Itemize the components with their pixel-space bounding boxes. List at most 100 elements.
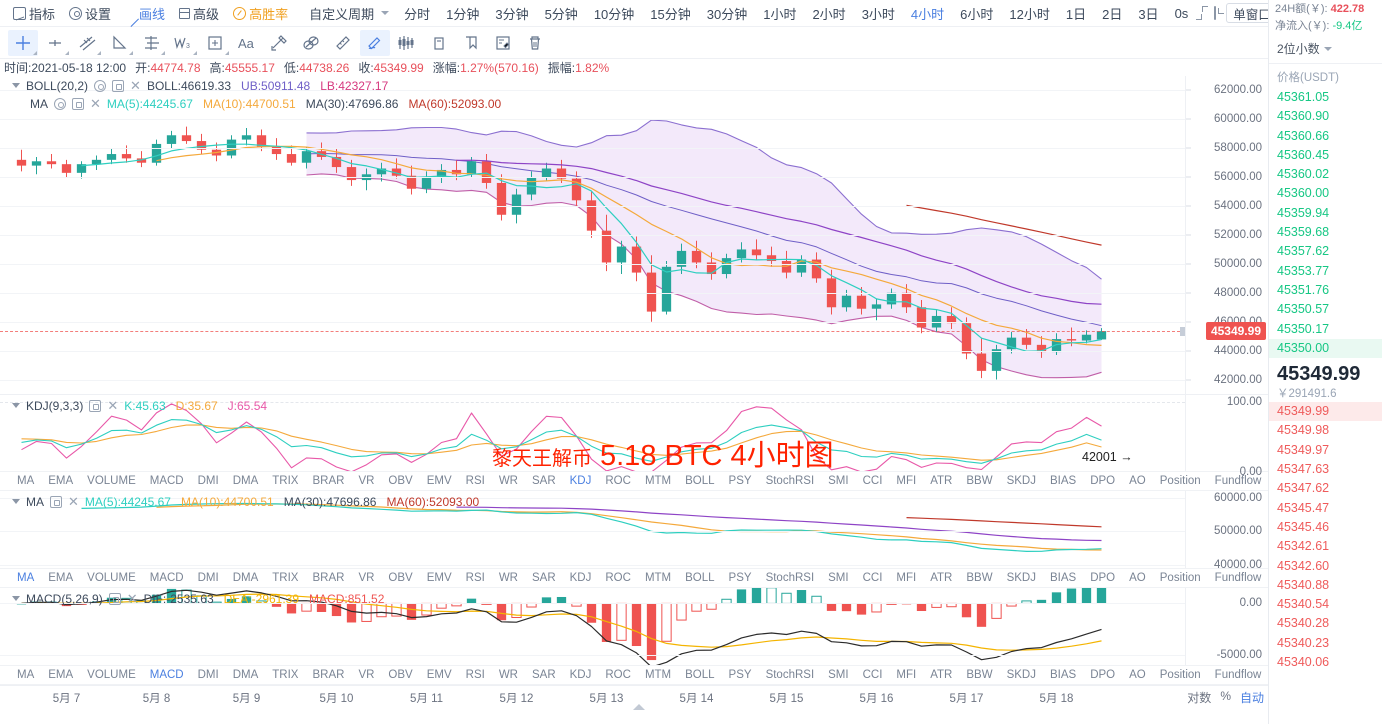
bid-row[interactable]: 45340.23 [1277, 635, 1330, 650]
indicator-tab-atr[interactable]: ATR [930, 572, 953, 584]
indicator-tab-trix[interactable]: TRIX [272, 669, 299, 681]
menu-winrate[interactable]: 高胜率 [226, 0, 295, 27]
note-tool[interactable] [488, 30, 518, 56]
indicator-tab-rsi[interactable]: RSI [465, 475, 485, 487]
indicator-tab-mfi[interactable]: MFI [896, 475, 917, 487]
indicator-tab-volume[interactable]: VOLUME [87, 669, 136, 681]
indicator-tab-vr[interactable]: VR [358, 475, 375, 487]
indicator-tab-position[interactable]: Position [1159, 669, 1201, 681]
timeframe-15[interactable]: 3日 [1138, 6, 1159, 22]
indicator-tab-volume[interactable]: VOLUME [87, 475, 136, 487]
parallel-channel-tool[interactable] [72, 30, 102, 56]
menu-drawline[interactable]: 画线 [118, 0, 172, 27]
axis-option-auto[interactable]: 自动 [1239, 691, 1264, 705]
bid-row[interactable]: 45342.60 [1277, 558, 1330, 573]
timeframe-1[interactable]: 1分钟 [446, 6, 480, 22]
timeframe-10[interactable]: 4小时 [910, 6, 945, 22]
indicator-tab-mtm[interactable]: MTM [644, 669, 672, 681]
fibonacci-retracement-tool[interactable] [136, 30, 166, 56]
text-tool[interactable]: Aa [232, 30, 262, 56]
indicator-tab-dmi[interactable]: DMI [197, 475, 219, 487]
freehand-draw-tool[interactable] [360, 29, 390, 56]
refresh-interval[interactable]: 0s [1174, 5, 1189, 21]
indicator-tab-dma[interactable]: DMA [232, 475, 259, 487]
macd-settings-icon[interactable] [108, 592, 121, 605]
ask-row[interactable]: 45350.17 [1277, 321, 1330, 336]
indicator-tab-sar[interactable]: SAR [531, 572, 556, 584]
ask-row[interactable]: 45350.00 [1269, 338, 1382, 359]
indicator-tab-roc[interactable]: ROC [605, 475, 631, 487]
bid-row[interactable]: 45340.54 [1277, 597, 1330, 612]
indicator-tab-atr[interactable]: ATR [930, 669, 953, 681]
indicator-tab-bias[interactable]: BIAS [1049, 475, 1077, 487]
submenu-arrow-icon[interactable] [161, 50, 165, 55]
indicator-tab-sar[interactable]: SAR [531, 475, 556, 487]
indicator-tab-emv[interactable]: EMV [426, 669, 452, 681]
ma-pane-settings-icon[interactable] [50, 495, 62, 508]
indicator-tab-wr[interactable]: WR [498, 475, 518, 487]
indicator-tab-fundflow[interactable]: Fundflow [1214, 669, 1262, 681]
indicator-tab-ao[interactable]: AO [1129, 669, 1146, 681]
indicator-tab-stochrsi[interactable]: StochRSI [765, 669, 815, 681]
boll-settings-icon[interactable] [112, 79, 125, 92]
add-window-icon[interactable] [1214, 6, 1225, 20]
indicator-tab-bbw[interactable]: BBW [966, 669, 993, 681]
indicator-tab-ema[interactable]: EMA [48, 669, 74, 681]
indicator-tab-kdj[interactable]: KDJ [569, 669, 592, 681]
indicator-tab-vr[interactable]: VR [358, 669, 375, 681]
indicator-tab-smi[interactable]: SMI [828, 475, 849, 487]
indicator-tab-sar[interactable]: SAR [531, 669, 556, 681]
bid-row[interactable]: 45345.47 [1277, 500, 1330, 515]
indicator-tab-bbw[interactable]: BBW [966, 475, 993, 487]
indicator-tab-dmi[interactable]: DMI [197, 572, 219, 584]
indicator-tab-atr[interactable]: ATR [930, 475, 953, 487]
triangle-tool[interactable] [104, 30, 134, 56]
ask-row[interactable]: 45353.77 [1277, 263, 1330, 278]
indicator-tab-wr[interactable]: WR [498, 669, 518, 681]
indicator-tab-skdj[interactable]: SKDJ [1006, 572, 1036, 584]
indicator-tab-trix[interactable]: TRIX [272, 572, 299, 584]
ask-row[interactable]: 45359.68 [1277, 225, 1330, 240]
indicator-tab-brar[interactable]: BRAR [312, 572, 345, 584]
trash-tool[interactable] [520, 30, 550, 56]
indicator-tab-ma[interactable]: MA [17, 669, 35, 681]
indicator-tab-roc[interactable]: ROC [605, 669, 631, 681]
rectangle-tool[interactable] [200, 30, 230, 56]
ask-row[interactable]: 45350.57 [1277, 302, 1330, 317]
indicator-tab-dmi[interactable]: DMI [197, 669, 219, 681]
price-scale-handle[interactable] [1180, 327, 1185, 337]
kdj-settings-icon[interactable] [89, 399, 102, 412]
timeframe-8[interactable]: 2小时 [812, 6, 846, 22]
timeframe-5[interactable]: 15分钟 [650, 6, 691, 22]
date-axis[interactable]: 对数 % 自动 5月 7 5月 8 5月 9 5月 10 5月 11 5月 12 5月 13… [0, 685, 1268, 710]
collapse-macd-icon[interactable] [12, 596, 20, 601]
indicator-tab-mfi[interactable]: MFI [896, 669, 917, 681]
indicator-tab-psy[interactable]: PSY [728, 669, 752, 681]
submenu-arrow-icon[interactable] [129, 50, 133, 55]
ask-row[interactable]: 45360.66 [1277, 128, 1330, 143]
measure-bars-tool[interactable] [392, 30, 422, 56]
ask-row[interactable]: 45359.94 [1277, 205, 1330, 220]
indicator-tab-dpo[interactable]: DPO [1090, 572, 1116, 584]
axis-option-log[interactable]: 对数 [1187, 691, 1212, 705]
close-kdj-icon[interactable]: ✕ [107, 398, 119, 413]
indicator-tab-position[interactable]: Position [1159, 572, 1201, 584]
scroll-to-latest-icon[interactable] [633, 704, 645, 710]
indicator-tab-cci[interactable]: CCI [862, 669, 883, 681]
indicator-tab-dma[interactable]: DMA [232, 669, 259, 681]
indicator-tab-boll[interactable]: BOLL [685, 572, 715, 584]
lock-drawings-tool[interactable] [296, 30, 326, 56]
indicator-tab-bbw[interactable]: BBW [966, 572, 993, 584]
bid-row[interactable]: 45349.98 [1277, 423, 1330, 438]
indicator-tab-mtm[interactable]: MTM [644, 572, 672, 584]
indicator-tab-boll[interactable]: BOLL [685, 669, 715, 681]
ruler-tool[interactable] [328, 30, 358, 56]
indicator-tab-boll[interactable]: BOLL [685, 475, 715, 487]
indicator-tab-brar[interactable]: BRAR [312, 669, 345, 681]
delete-selected-tool[interactable] [424, 30, 454, 56]
submenu-arrow-icon[interactable] [225, 50, 229, 55]
bid-row[interactable]: 45340.06 [1277, 655, 1330, 670]
indicator-tab-roc[interactable]: ROC [605, 572, 631, 584]
indicator-tab-mtm[interactable]: MTM [644, 475, 672, 487]
collapse-kdj-icon[interactable] [12, 403, 20, 408]
